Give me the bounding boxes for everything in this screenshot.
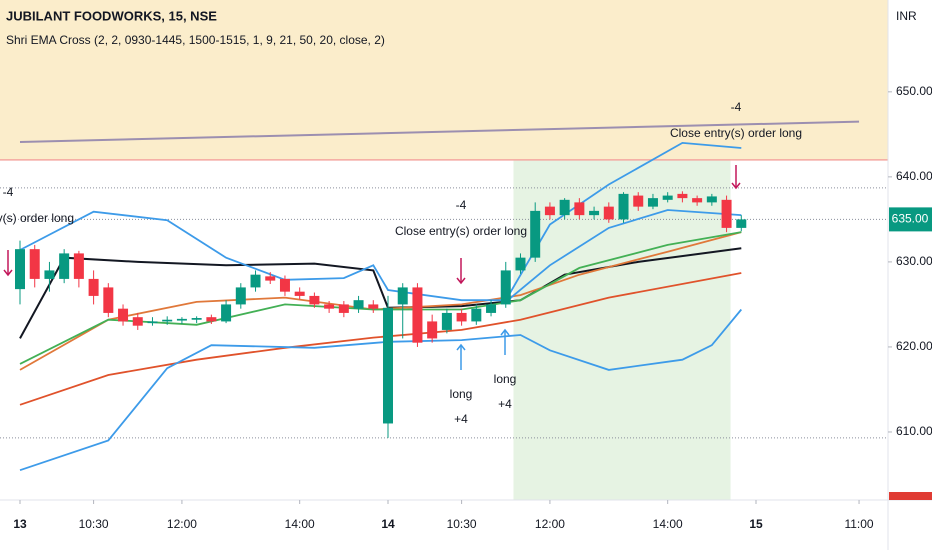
annotation-label: +4 [454, 412, 468, 426]
candle-body [559, 199, 570, 216]
candle-body [544, 206, 555, 216]
candle-body [677, 193, 688, 199]
candle-body [662, 195, 673, 200]
x-tick-label: 12:00 [535, 517, 565, 531]
candle-body [118, 308, 129, 322]
candle-body [706, 196, 717, 203]
signal-arrow-head [456, 343, 466, 351]
candle-body [574, 202, 585, 216]
annotation-label: -4 [731, 100, 742, 114]
indicator-line [19, 141, 742, 302]
currency: INR [896, 9, 917, 23]
y-tick-label: 630.00 [896, 254, 932, 268]
candle-body [427, 321, 438, 339]
candle-body [279, 278, 290, 292]
candle-body [368, 304, 379, 309]
annotation-text: long [494, 372, 517, 386]
candle-body [176, 318, 187, 321]
candle-body [471, 308, 482, 322]
x-tick-label: 10:30 [447, 517, 477, 531]
indicator-line [19, 247, 742, 339]
candle-body [500, 270, 511, 305]
annotation-text: long [450, 387, 473, 401]
candle-body [589, 210, 600, 216]
signal-arrow-head [731, 182, 741, 190]
candle-body [88, 278, 99, 296]
x-tick-label: 15 [749, 517, 763, 531]
candle-body [441, 312, 452, 330]
price-tag [889, 207, 932, 232]
candle-body [235, 287, 246, 305]
axis-marker [889, 492, 932, 500]
plot-area: -4 Close entry(s) order long -4 Close entry… [0, 0, 888, 500]
indicator-title: Shri EMA Cross (2, 2, 0930-1445, 1500-15… [6, 33, 385, 47]
candle-body [383, 307, 393, 424]
candle-body [338, 304, 349, 313]
candle-body [206, 317, 217, 322]
candle-body [162, 319, 173, 322]
indicator-line [19, 272, 742, 406]
candle-body [103, 287, 114, 313]
y-tick-label: 650.00 [896, 84, 932, 98]
candle-body [412, 287, 423, 343]
x-tick-label: 13 [13, 517, 27, 531]
candle-body [191, 318, 202, 320]
trendline [19, 120, 860, 144]
indicator-line [505, 209, 742, 303]
candle-body [530, 210, 541, 258]
candle-body [618, 193, 629, 220]
candle-body [721, 199, 732, 228]
candle-body [59, 253, 70, 279]
candle-body [44, 270, 55, 279]
x-tick-label: 14 [381, 517, 395, 531]
candle-body [692, 198, 703, 203]
candle-body [324, 304, 335, 309]
annotation-text: Close entry(s) order long [395, 224, 527, 238]
y-tick-label: 620.00 [896, 339, 932, 353]
indicator-line [19, 308, 742, 472]
candle-body [132, 317, 143, 326]
candle-body [647, 198, 658, 207]
annotation-label: +4 [498, 397, 512, 411]
x-tick-label: 14:00 [653, 517, 683, 531]
annotation-text: Close entry(s) order long [670, 126, 802, 140]
x-tick-label: 14:00 [285, 517, 315, 531]
chart-title: JUBILANT FOODWORKS, 15, NSE [6, 8, 217, 23]
annotation-label: -4 [3, 185, 14, 199]
zone [0, 0, 888, 160]
candle-body [250, 274, 261, 288]
candle-body [147, 321, 158, 324]
candle-body [736, 219, 747, 228]
annotation-text: Close entry(s) order long [0, 211, 74, 225]
candle-body [73, 253, 84, 279]
signal-arrow-head [3, 269, 13, 277]
candle-body [486, 304, 497, 313]
y-tick-label: 610.00 [896, 424, 932, 438]
candle-body [397, 287, 408, 305]
x-tick-label: 12:00 [167, 517, 197, 531]
candle-body [633, 195, 644, 207]
x-tick-label: 11:00 [844, 517, 873, 531]
signal-arrow-head [456, 277, 466, 285]
candle-body [294, 291, 305, 296]
candle-body [353, 300, 364, 309]
candle-body [309, 295, 320, 305]
candle-body [456, 312, 467, 322]
x-tick-label: 10:30 [79, 517, 109, 531]
candle-body [265, 276, 276, 281]
candle-body [603, 206, 614, 220]
price-tag-label: 635.00 [892, 212, 929, 226]
y-tick-label: 640.00 [896, 169, 932, 183]
signal-arrow-head [500, 328, 510, 336]
annotation-label: -4 [456, 198, 467, 212]
candle-body [15, 249, 25, 290]
candle-body [221, 304, 232, 322]
candle-body [515, 257, 526, 271]
candle-body [29, 249, 40, 279]
